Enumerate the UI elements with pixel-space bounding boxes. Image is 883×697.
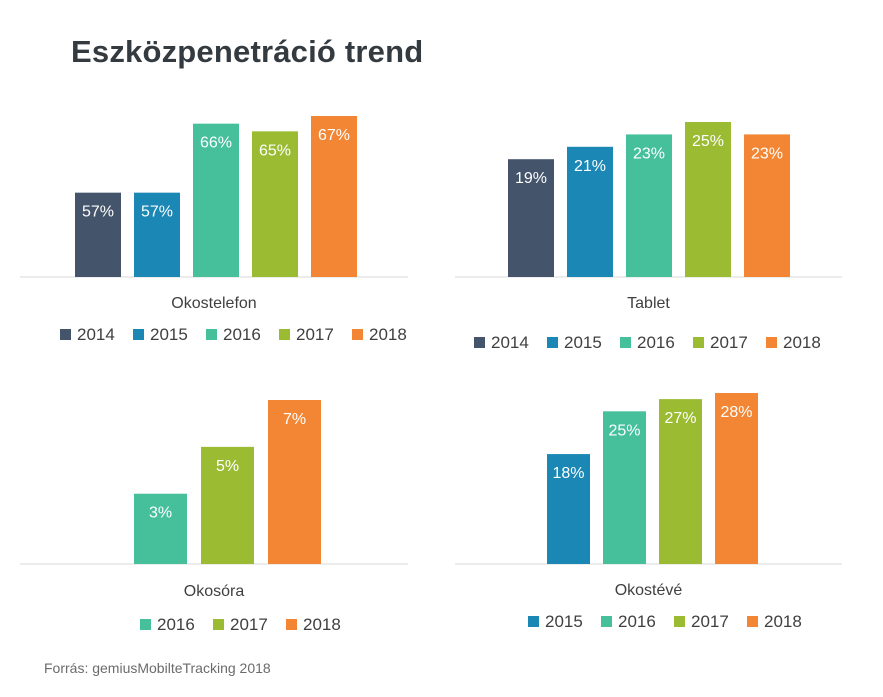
data-label: 66% (200, 135, 232, 152)
category-label: Okostelefon (171, 295, 256, 312)
legend-swatch (206, 329, 217, 340)
bar-2016 (193, 123, 239, 278)
data-label: 57% (141, 204, 173, 221)
legend-label: 2014 (77, 325, 115, 344)
bar-2014 (75, 192, 121, 277)
legend-swatch (133, 329, 144, 340)
legend-swatch (60, 329, 71, 340)
bar-2015 (134, 192, 180, 277)
legend-label: 2017 (296, 325, 334, 344)
source-note: Forrás: gemiusMobilteTracking 2018 (44, 660, 271, 676)
legend-swatch (352, 329, 363, 340)
data-label: 57% (82, 204, 114, 221)
legend-label: 2016 (223, 325, 261, 344)
legend-swatch (279, 329, 290, 340)
bar-2018 (311, 116, 357, 277)
data-label: 67% (318, 127, 350, 144)
bar-2017 (252, 131, 298, 277)
legend-label: 2018 (369, 325, 407, 344)
page-title: Eszközpenetráció trend (71, 34, 424, 69)
legend-label: 2015 (150, 325, 188, 344)
data-label: 65% (259, 142, 291, 159)
